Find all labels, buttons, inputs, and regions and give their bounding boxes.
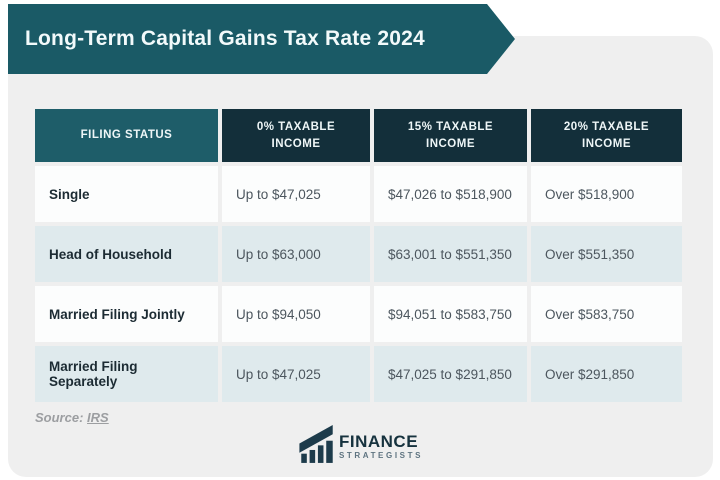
table-row: Single Up to $47,025 $47,026 to $518,900… <box>35 166 682 222</box>
cell-15-percent: $63,001 to $551,350 <box>374 226 527 282</box>
cell-20-percent: Over $518,900 <box>531 166 682 222</box>
cell-20-percent: Over $551,350 <box>531 226 682 282</box>
table-row: Married Filing Jointly Up to $94,050 $94… <box>35 286 682 342</box>
cell-20-percent: Over $291,850 <box>531 346 682 402</box>
cell-20-percent: Over $583,750 <box>531 286 682 342</box>
cell-filing-status: Single <box>35 166 218 222</box>
source-note: Source: IRS <box>35 410 109 425</box>
cell-filing-status: Head of Household <box>35 226 218 282</box>
page-title: Long-Term Capital Gains Tax Rate 2024 <box>25 27 425 50</box>
cell-0-percent: Up to $94,050 <box>222 286 370 342</box>
cell-0-percent: Up to $47,025 <box>222 166 370 222</box>
tax-rate-table: FILING STATUS 0% TAXABLE INCOME 15% TAXA… <box>31 105 686 406</box>
cell-15-percent: $94,051 to $583,750 <box>374 286 527 342</box>
title-banner: Long-Term Capital Gains Tax Rate 2024 <box>8 4 515 74</box>
header-20-percent: 20% TAXABLE INCOME <box>531 109 682 162</box>
logo-wordmark: FINANCE STRATEGISTS <box>339 433 423 460</box>
header-filing-status: FILING STATUS <box>35 109 218 162</box>
cell-15-percent: $47,025 to $291,850 <box>374 346 527 402</box>
logo-main-text: FINANCE <box>338 431 419 451</box>
header-0-percent: 0% TAXABLE INCOME <box>222 109 370 162</box>
source-label: Source: <box>35 410 84 425</box>
bar-chart-growth-icon <box>298 423 335 469</box>
table-row: Married Filing Separately Up to $47,025 … <box>35 346 682 402</box>
content-card: FILING STATUS 0% TAXABLE INCOME 15% TAXA… <box>8 36 713 477</box>
cell-0-percent: Up to $63,000 <box>222 226 370 282</box>
cell-filing-status: Married Filing Jointly <box>35 286 218 342</box>
cell-0-percent: Up to $47,025 <box>222 346 370 402</box>
source-link-irs[interactable]: IRS <box>87 410 109 425</box>
logo-sub-text: STRATEGISTS <box>338 450 424 460</box>
finance-strategists-logo: FINANCE STRATEGISTS <box>298 423 423 469</box>
cell-15-percent: $47,026 to $518,900 <box>374 166 527 222</box>
table-header-row: FILING STATUS 0% TAXABLE INCOME 15% TAXA… <box>35 109 682 162</box>
header-15-percent: 15% TAXABLE INCOME <box>374 109 527 162</box>
cell-filing-status: Married Filing Separately <box>35 346 218 402</box>
table-row: Head of Household Up to $63,000 $63,001 … <box>35 226 682 282</box>
